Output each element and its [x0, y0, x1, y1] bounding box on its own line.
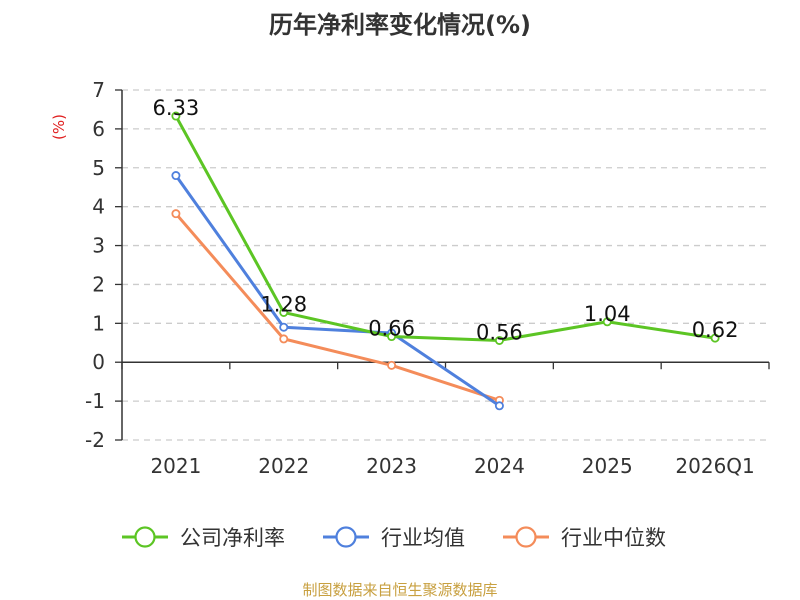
x-tick-label: 2026Q1 — [675, 454, 754, 478]
x-tick-labels: 2021 2022 2023 2024 2025 2026Q1 — [150, 454, 754, 478]
chart-title: 历年净利率变化情况(%) — [269, 11, 531, 39]
x-tick-label: 2023 — [366, 454, 417, 478]
data-point — [494, 335, 504, 345]
series-line — [174, 212, 500, 402]
y-tick-label: 3 — [92, 234, 105, 258]
data-point — [602, 317, 612, 327]
data-label: 0.56 — [476, 320, 523, 344]
y-tick-label: 0 — [92, 350, 105, 374]
legend-marker — [134, 526, 156, 548]
y-tick-label: -1 — [85, 389, 105, 413]
grid-lines — [115, 89, 769, 441]
y-tick-label: 5 — [92, 156, 105, 180]
data-label: 0.66 — [368, 317, 415, 341]
y-tick-label: 2 — [92, 272, 105, 296]
data-point — [279, 334, 289, 344]
legend-marker — [335, 526, 357, 548]
series-line — [174, 115, 716, 342]
data-point — [171, 111, 181, 121]
y-tick-labels: -2 -1 0 1 2 3 4 5 6 7 — [85, 78, 105, 452]
y-tick-label: 4 — [92, 195, 105, 219]
legend-item[interactable]: 行业均值 — [323, 526, 465, 550]
series-group — [171, 111, 720, 411]
data-point — [387, 360, 397, 370]
y-tick-label: 7 — [92, 78, 105, 102]
data-point — [279, 322, 289, 332]
data-point — [171, 209, 181, 219]
legend-label: 行业中位数 — [561, 526, 666, 550]
data-label: 0.62 — [692, 318, 739, 342]
data-label: 1.28 — [260, 292, 307, 316]
legend-marker — [515, 526, 537, 548]
legend-item[interactable]: 行业中位数 — [503, 526, 666, 550]
data-point — [494, 401, 504, 411]
data-point — [387, 332, 397, 342]
legend[interactable]: 公司净利率 行业均值 行业中位数 — [122, 526, 666, 550]
y-tick-label: 6 — [92, 117, 105, 141]
x-tick-label: 2025 — [582, 454, 633, 478]
y-axis-label: (%) — [50, 114, 68, 140]
data-labels: 6.33 1.28 0.66 0.56 1.04 0.62 — [153, 96, 739, 344]
data-label: 6.33 — [153, 96, 200, 120]
source-note: 制图数据来自恒生聚源数据库 — [302, 581, 497, 599]
x-tick-label: 2024 — [474, 454, 525, 478]
x-tick-label: 2022 — [258, 454, 309, 478]
data-point — [279, 307, 289, 317]
data-label: 1.04 — [584, 302, 631, 326]
series-line — [174, 174, 501, 408]
x-tick-label: 2021 — [150, 454, 201, 478]
legend-item[interactable]: 公司净利率 — [122, 526, 285, 550]
data-point — [171, 171, 181, 181]
y-tick-label: -2 — [85, 428, 105, 452]
data-point — [710, 333, 720, 343]
legend-label: 行业均值 — [381, 526, 465, 550]
y-tick-label: 1 — [92, 311, 105, 335]
legend-label: 公司净利率 — [180, 526, 285, 550]
